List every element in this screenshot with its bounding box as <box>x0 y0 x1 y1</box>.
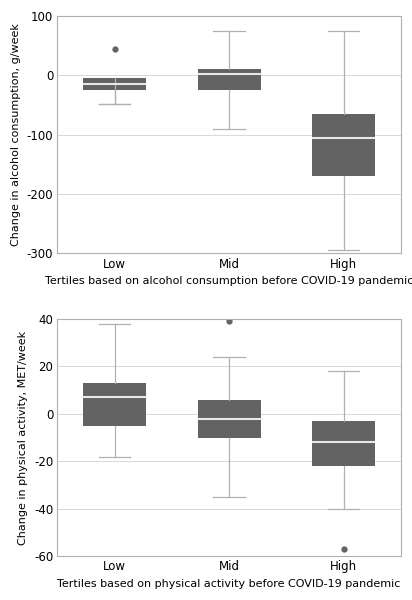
X-axis label: Tertiles based on alcohol consumption before COVID-19 pandemic: Tertiles based on alcohol consumption be… <box>45 276 412 286</box>
Y-axis label: Change in physical activity, MET/week: Change in physical activity, MET/week <box>19 331 28 545</box>
PathPatch shape <box>198 70 261 90</box>
X-axis label: Tertiles based on physical activity before COVID-19 pandemic: Tertiles based on physical activity befo… <box>58 579 401 589</box>
PathPatch shape <box>312 114 375 176</box>
PathPatch shape <box>83 383 146 425</box>
PathPatch shape <box>198 400 261 437</box>
PathPatch shape <box>83 79 146 90</box>
Y-axis label: Change in alcohol consumption, g/week: Change in alcohol consumption, g/week <box>11 23 21 246</box>
PathPatch shape <box>312 421 375 466</box>
